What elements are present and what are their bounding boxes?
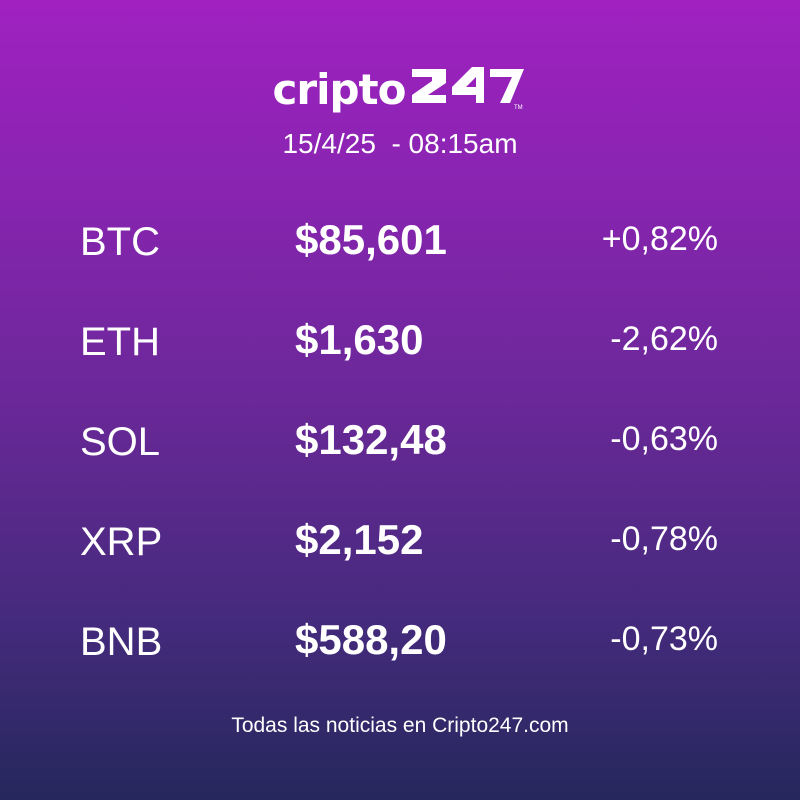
price-value: $85,601	[295, 216, 447, 263]
change-value: -0,73%	[610, 620, 718, 658]
footer-text: Todas las noticias en Cripto247.com	[231, 714, 569, 737]
change-value: -2,62%	[610, 320, 718, 358]
brand-logo: cripto TM	[0, 58, 800, 114]
price-value: $588,20	[295, 616, 447, 663]
datetime-label: 15/4/25 - 08:15am	[282, 128, 518, 159]
symbol-label: ETH	[80, 320, 160, 364]
price-row-eth: ETH $1,630 -2,62%	[0, 312, 800, 372]
price-value: $132,48	[295, 416, 447, 463]
price-value: $2,152	[295, 516, 424, 563]
trademark-text: TM	[514, 105, 523, 111]
symbol-label: XRP	[80, 520, 163, 564]
change-value: -0,63%	[610, 420, 718, 458]
price-value: $1,630	[295, 316, 424, 363]
symbol-label: SOL	[80, 420, 161, 464]
symbol-label: BNB	[80, 620, 163, 664]
price-row-xrp: XRP $2,152 -0,78%	[0, 512, 800, 572]
change-value: -0,78%	[610, 520, 718, 558]
price-row-btc: BTC $85,601 +0,82%	[0, 212, 800, 272]
logo-wordmark: cripto	[272, 64, 406, 114]
price-row-bnb: BNB $588,20 -0,73%	[0, 612, 800, 672]
logo-247-mark: TM	[411, 67, 524, 111]
symbol-label: BTC	[80, 220, 160, 264]
price-row-sol: SOL $132,48 -0,63%	[0, 412, 800, 472]
change-value: +0,82%	[601, 220, 718, 258]
